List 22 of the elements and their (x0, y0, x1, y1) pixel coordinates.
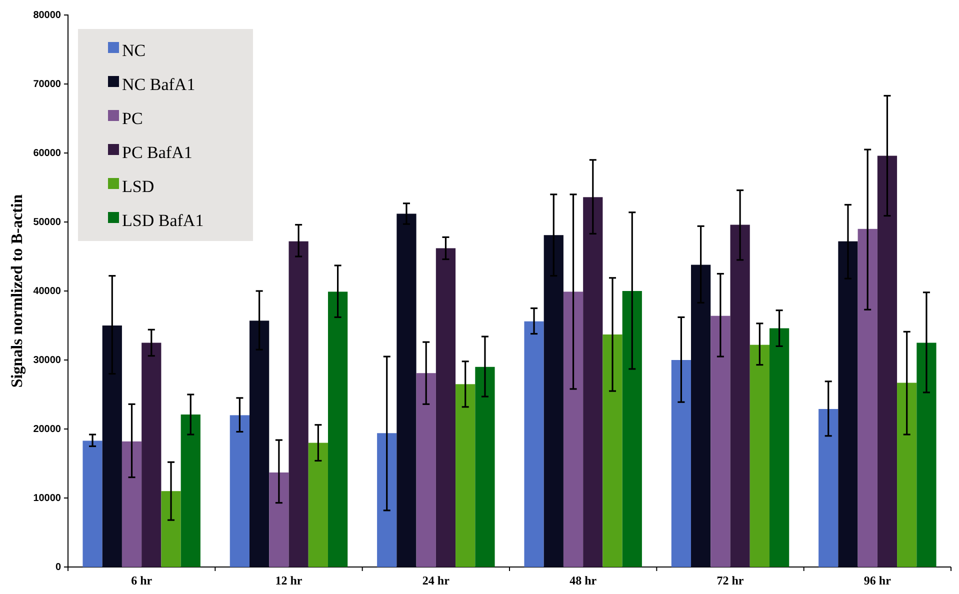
x-tick-label: 6 hr (131, 573, 153, 588)
legend-label: LSD (122, 176, 154, 196)
y-tick-label: 0 (55, 562, 62, 574)
y-tick-label: 10000 (33, 493, 62, 504)
y-tick-label: 70000 (33, 79, 62, 90)
y-tick-label: 50000 (33, 217, 62, 228)
x-tick-label: 12 hr (275, 573, 303, 588)
y-tick-label: 30000 (33, 355, 62, 366)
legend-label: PC (122, 108, 143, 128)
legend-label: NC (122, 40, 146, 60)
x-tick-label: 24 hr (422, 573, 450, 588)
legend-label: PC BafA1 (122, 142, 192, 162)
x-tick-label: 96 hr (864, 573, 892, 588)
x-tick-label: 48 hr (570, 573, 598, 588)
x-tick-label: 72 hr (716, 573, 744, 588)
legend-label: LSD BafA1 (122, 210, 204, 230)
y-tick-label: 80000 (33, 10, 62, 22)
y-tick-label: 40000 (33, 286, 62, 298)
y-axis-title: Signals normlized to B-actin (9, 194, 26, 388)
y-tick-label: 60000 (33, 148, 62, 160)
y-tick-label: 20000 (33, 424, 62, 436)
legend-label: NC BafA1 (122, 74, 196, 94)
